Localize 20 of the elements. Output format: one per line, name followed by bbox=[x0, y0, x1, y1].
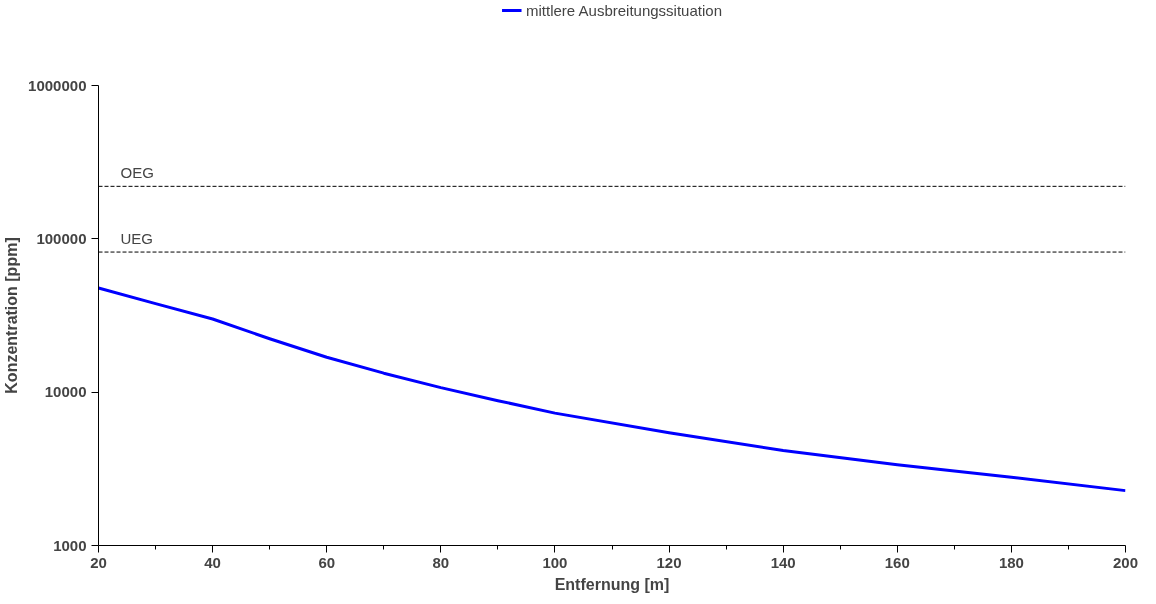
y-tick-label: 1000000 bbox=[28, 76, 87, 94]
x-tick-label: 160 bbox=[884, 553, 910, 571]
x-tick-label: 100 bbox=[542, 553, 568, 571]
x-tick-label: 20 bbox=[90, 553, 107, 571]
legend-label: mittlere Ausbreitungssituation bbox=[526, 1, 722, 19]
ref-line-label: UEG bbox=[120, 230, 154, 248]
x-tick-label: 60 bbox=[318, 553, 336, 571]
x-tick-label: 200 bbox=[1112, 553, 1139, 571]
line-series bbox=[98, 286, 1126, 493]
y-tick-label: 100000 bbox=[36, 229, 87, 247]
y-axis-title: Konzentration [ppm] bbox=[3, 237, 21, 394]
y-tick-label: 1000 bbox=[53, 536, 87, 554]
x-tick-label: 140 bbox=[770, 553, 796, 571]
x-tick-label: 180 bbox=[998, 553, 1024, 571]
ref-line-label: OEG bbox=[120, 164, 154, 182]
x-tick-label: 80 bbox=[432, 553, 450, 571]
x-axis-title: Entfernung [m] bbox=[554, 575, 670, 593]
x-tick-label: 120 bbox=[656, 553, 682, 571]
y-tick-label: 10000 bbox=[44, 383, 87, 401]
x-tick-label: 40 bbox=[204, 553, 221, 571]
